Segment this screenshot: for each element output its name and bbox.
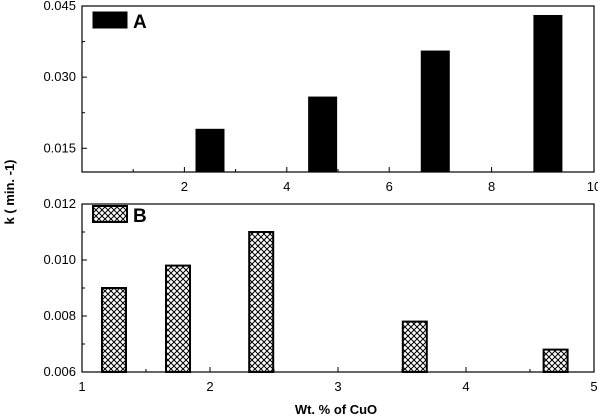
bar-b-5 bbox=[542, 348, 569, 374]
bar-a-4 bbox=[533, 14, 563, 173]
x-tick-label-b: 4 bbox=[462, 379, 469, 394]
x-tick-label-a: 2 bbox=[181, 179, 188, 194]
y-axis-title: k ( min. -1) bbox=[2, 159, 17, 224]
x-tick-label-a: 8 bbox=[488, 179, 495, 194]
bar-a-2 bbox=[308, 96, 338, 173]
panel-a: 0.015 0.030 0.045 2 4 6 8 10 A bbox=[43, 0, 598, 194]
y-tick-label-b: 0.006 bbox=[43, 364, 76, 379]
y-tick-label-b: 0.010 bbox=[43, 252, 76, 267]
y-tick-label-a: 0.045 bbox=[43, 0, 76, 13]
x-tick-label-a: 4 bbox=[283, 179, 290, 194]
panel-b: 0.006 0.008 0.010 0.012 1 2 3 4 5 B bbox=[43, 196, 597, 394]
plot-frame-b bbox=[81, 203, 595, 373]
bar-b-1 bbox=[101, 287, 127, 373]
x-axis-title: Wt. % of CuO bbox=[295, 402, 377, 417]
bar-a-3 bbox=[420, 50, 450, 173]
legend-label-a: A bbox=[133, 12, 147, 33]
bar-b-2 bbox=[165, 264, 191, 374]
x-tick-label-a: 6 bbox=[386, 179, 393, 194]
y-tick-label-b: 0.008 bbox=[43, 308, 76, 323]
bar-a-1 bbox=[195, 128, 225, 173]
legend-swatch-a bbox=[92, 11, 128, 29]
legend-label-b: B bbox=[133, 206, 147, 227]
y-tick-label-a: 0.015 bbox=[43, 140, 76, 155]
x-tick-label-a: 10 bbox=[587, 179, 598, 194]
x-tick-label-b: 5 bbox=[590, 379, 597, 394]
y-tick-label-a: 0.030 bbox=[43, 69, 76, 84]
bar-b-3 bbox=[248, 231, 275, 373]
x-tick-label-b: 1 bbox=[78, 379, 85, 394]
legend-swatch-b bbox=[92, 205, 128, 223]
x-tick-label-b: 3 bbox=[334, 379, 341, 394]
x-tick-label-b: 2 bbox=[206, 379, 213, 394]
plot-frame-a bbox=[81, 5, 595, 173]
bar-b-4 bbox=[401, 320, 428, 374]
y-tick-label-b: 0.012 bbox=[43, 196, 76, 211]
